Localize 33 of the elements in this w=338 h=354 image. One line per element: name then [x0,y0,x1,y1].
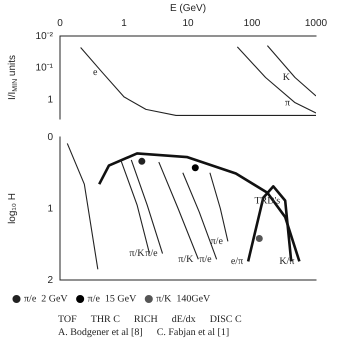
text: DISC C [210,314,242,325]
annotation: e/π [230,256,244,268]
legend-label: π/K 140GeV [156,294,212,305]
y-tick-label: 10⁻¹ [36,62,54,74]
annotation: π/K [178,254,194,265]
annotation: π/e [210,236,224,248]
x-tick-label: 10 [182,18,194,29]
x-tick-label: 1000 [304,18,328,29]
annotation: K/π [279,256,294,268]
y-tick-label: 10⁻² [36,30,54,42]
annotation: π [284,97,290,108]
legend-label: π/e 2 GeV [24,294,68,305]
legend-label: π/e 15 GeV [88,294,138,305]
y-axis-title: log₁₀ H [6,193,18,224]
annotation: π/K [129,248,146,260]
text: A. Bodgener et al [8] [58,327,143,338]
annotation: K [282,72,291,84]
annotation: π/e [145,248,158,260]
y-tick-label: 1 [47,203,54,214]
text: RICH [134,314,158,325]
annotation: π/e [199,254,212,265]
annotation: e [92,67,98,78]
text: THR C [90,314,120,325]
text: dE/dx [172,314,196,325]
x-axis-title: E (GeV) [170,2,206,14]
x-tick-label: 1 [121,18,128,29]
y-tick-label: 2 [47,274,54,286]
text: TOF [58,314,77,325]
text: C. Fabjan et al [1] [156,327,230,338]
x-tick-label: 0 [57,18,64,29]
y-tick-label: 0 [47,132,54,143]
y-tick-label: 1 [47,94,54,106]
x-tick-label: 100 [244,18,261,29]
